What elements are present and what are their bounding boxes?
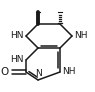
Text: O: O [1, 67, 9, 77]
Text: NH: NH [62, 68, 76, 77]
Text: HN: HN [11, 55, 24, 64]
Text: N: N [35, 69, 41, 78]
Text: HN: HN [11, 31, 24, 40]
Text: NH: NH [74, 31, 87, 40]
